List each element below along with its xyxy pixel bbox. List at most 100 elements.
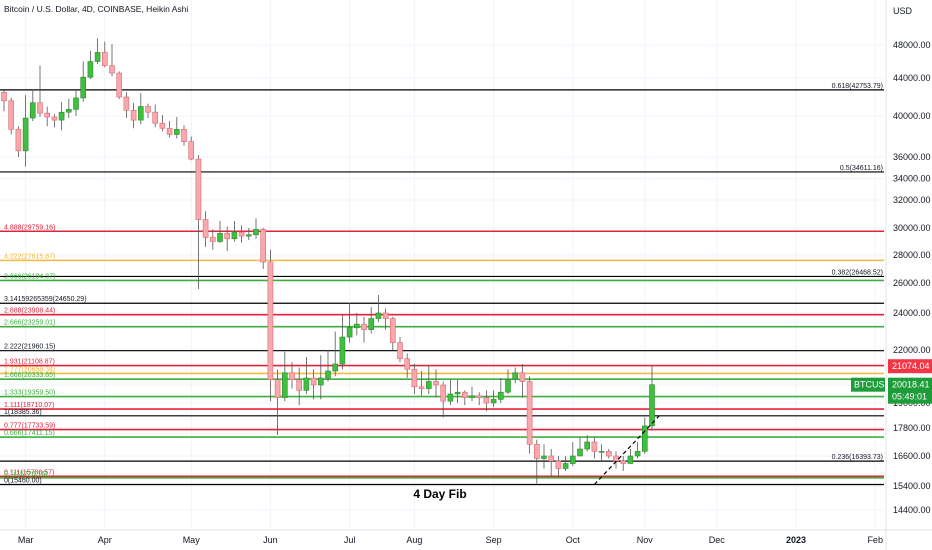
candle-up [634,451,641,457]
candle-up [469,395,475,398]
time-axis[interactable]: Mar Apr May Jun Jul Aug Sep Oct Nov Dec 2023 Feb [18,535,883,545]
candle-down [37,102,43,114]
fib-label: 2.222(21960.15) [4,344,55,351]
time-tick-label: Jun [263,535,278,545]
countdown-badge: 05:49:01 [892,392,927,402]
candle-down [166,128,173,135]
fib-label: 0.382(26468.52) [832,269,883,276]
fib-label: 2.888(23908.44) [4,308,55,315]
candle-up [281,372,288,398]
candle-down [411,368,418,388]
candle-up [562,463,569,469]
candle-up [138,106,144,121]
fib-annotation: 4 Day Fib [413,487,466,501]
candle-down [102,52,108,66]
fib-label: 0(15460.00) [4,478,42,485]
fib-label: 1.333(19359.50) [4,390,55,397]
time-tick-label: 2023 [786,535,806,545]
candle-up [339,336,346,365]
candle-down [238,231,245,237]
candle-down [181,129,187,142]
symbol-badge-bg [851,377,885,392]
candle-up [22,117,29,152]
chart-title: Bitcoin / U.S. Dollar, 4D, COINBASE, Hei… [4,4,189,14]
time-tick-label: Jul [344,535,356,545]
candle-down [591,441,598,452]
price-tick-label: 32000.00 [893,195,931,205]
price-tick-label: 36000.00 [893,152,931,162]
candle-up [649,384,655,427]
candle-down [15,129,22,152]
candle-up [332,363,339,372]
candle-down [461,391,468,398]
candle-down [159,122,166,129]
fib-label: 0.111(15788.57) [4,469,54,476]
fib-label: 0.618(42753.79) [832,83,883,90]
candle-down [519,372,526,382]
candle-up [303,377,310,391]
candle-down [260,229,267,263]
fib-label: 1.931(21108.87) [4,359,55,366]
candle-up [505,379,511,393]
candle-down [605,451,612,457]
candle-up [490,399,497,404]
candle-up [87,61,94,78]
candle-up [231,231,238,240]
candle-down [433,381,439,386]
fib-label: 1.666(20333.65) [4,372,55,379]
candle-up [641,425,648,452]
price-tick-label: 24000.00 [893,308,931,318]
candle-down [44,112,51,118]
dashed-projection [593,415,660,485]
candle-up [425,381,432,389]
time-tick-label: Dec [709,535,726,545]
fib-label: 3.666(26184.37) [4,273,55,280]
candle-up [66,109,72,113]
time-tick-label: Oct [566,535,581,545]
candle-down [389,318,396,343]
candle-down [188,141,194,160]
fib-label: 1(18385.36) [4,409,42,416]
candle-up [375,312,382,319]
candle-down [476,395,483,398]
fib-label: 1.111(18710.07) [4,402,54,409]
candle-up [29,102,36,119]
candle-down [109,65,115,74]
candle-down [397,342,403,360]
candle-down [130,110,137,121]
candle-up [368,318,375,330]
candle-up [627,455,634,464]
candle-down [296,379,303,391]
price-tick-label: 15400.00 [893,481,931,491]
fib-label: 0.777(17733.59) [4,423,55,430]
candle-down [289,372,295,381]
candle-down [382,312,389,319]
candle-down [613,455,619,462]
candle-down [8,100,14,130]
candle-up [58,111,65,121]
fib-label: 4.888(29759.16) [4,224,55,231]
candle-down [418,386,425,389]
time-tick-label: Sep [486,535,502,545]
candle-up [577,448,583,457]
price-tick-label: 48000.00 [893,40,931,50]
candle-down [195,158,202,220]
price-tick-label: 44000.00 [893,73,931,83]
candle-up [253,229,259,236]
candle-up [217,233,223,242]
time-tick-label: Nov [637,535,654,545]
last-price-badge-bg [888,377,932,404]
time-tick-label: Feb [867,535,883,545]
candle-up [73,97,79,110]
candle-down [533,444,540,459]
price-tick-label: 16600.00 [893,451,931,461]
fib-label: 0.666(17411.15) [4,430,55,437]
time-tick-label: May [183,535,201,545]
last-price-badge: 20018.41 [892,380,930,390]
price-axis[interactable]: 14400.0015400.0016600.0017800.0019000.00… [893,40,931,515]
fib-label: 0.1(15726.16) [4,471,48,478]
candle-down [555,460,562,469]
candle-down [620,460,627,464]
